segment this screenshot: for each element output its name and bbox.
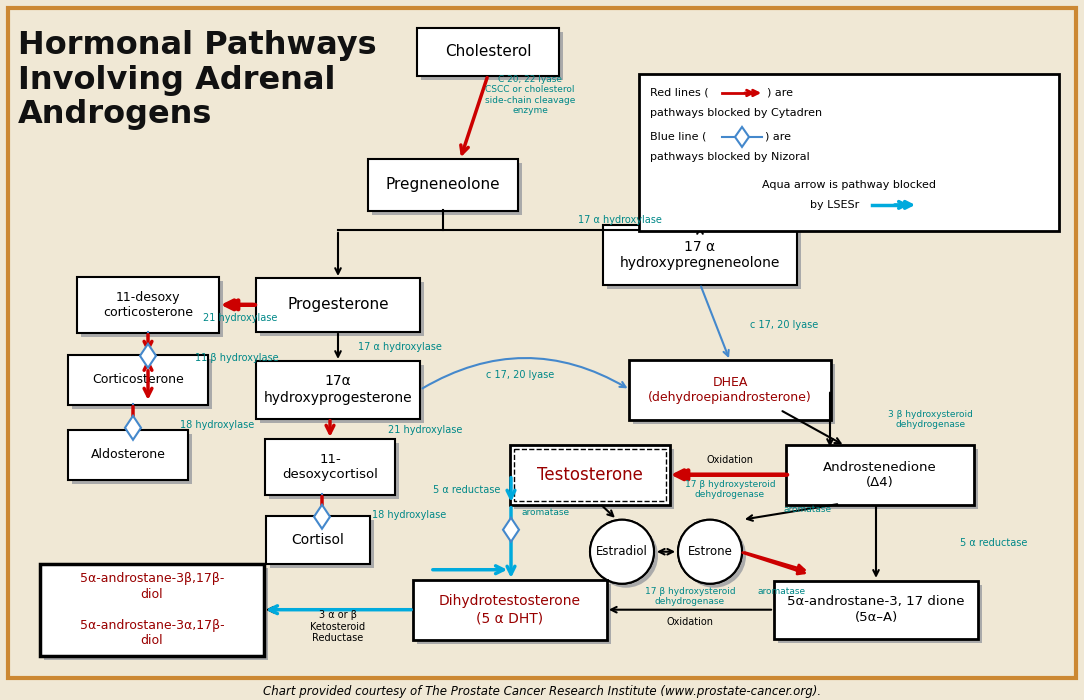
FancyBboxPatch shape: [72, 359, 212, 409]
Text: 3 α or β
Ketosteroid
Reductase: 3 α or β Ketosteroid Reductase: [310, 610, 365, 643]
Text: Pregneneolone: Pregneneolone: [386, 177, 501, 192]
FancyBboxPatch shape: [260, 365, 424, 423]
Text: 17 α
hydroxypregneneolone: 17 α hydroxypregneneolone: [620, 239, 780, 270]
FancyBboxPatch shape: [514, 449, 674, 509]
Polygon shape: [140, 344, 156, 368]
Text: Oxidation: Oxidation: [707, 455, 753, 465]
Polygon shape: [314, 505, 330, 528]
Text: Hormonal Pathways
Involving Adrenal
Androgens: Hormonal Pathways Involving Adrenal Andr…: [18, 30, 376, 130]
FancyBboxPatch shape: [68, 355, 208, 405]
FancyBboxPatch shape: [372, 163, 522, 215]
FancyBboxPatch shape: [81, 281, 223, 337]
FancyBboxPatch shape: [367, 159, 518, 211]
Text: Androstenedione
(Δ4): Androstenedione (Δ4): [823, 461, 937, 489]
FancyBboxPatch shape: [266, 516, 370, 564]
Text: 5α-androstane-3β,17β-
diol

5α-androstane-3α,17β-
diol: 5α-androstane-3β,17β- diol 5α-androstane…: [80, 572, 224, 648]
FancyBboxPatch shape: [8, 8, 1076, 678]
Text: 17 α hydroxylase: 17 α hydroxylase: [358, 342, 442, 352]
Text: 11 β hydroxylase: 11 β hydroxylase: [195, 353, 279, 363]
FancyBboxPatch shape: [421, 32, 563, 80]
Text: Aldosterone: Aldosterone: [91, 448, 166, 461]
FancyBboxPatch shape: [264, 439, 395, 495]
FancyBboxPatch shape: [790, 449, 978, 509]
Text: 5α-androstane-3, 17 dione
(5α–A): 5α-androstane-3, 17 dione (5α–A): [787, 596, 965, 624]
Text: 3 β hydroxysteroid
dehydrogenase: 3 β hydroxysteroid dehydrogenase: [888, 410, 973, 430]
Text: aromatase: aromatase: [521, 508, 570, 517]
Text: 17 α hydroxylase: 17 α hydroxylase: [578, 215, 662, 225]
Text: 18 hydroxylase: 18 hydroxylase: [372, 510, 447, 519]
FancyBboxPatch shape: [638, 74, 1059, 231]
Text: Cholesterol: Cholesterol: [444, 45, 531, 60]
FancyBboxPatch shape: [417, 584, 611, 644]
Circle shape: [678, 519, 743, 584]
Text: Estradiol: Estradiol: [596, 545, 648, 558]
Text: 17α
hydroxyprogesterone: 17α hydroxyprogesterone: [263, 374, 412, 405]
FancyBboxPatch shape: [629, 360, 831, 420]
Text: 11-
desoxycortisol: 11- desoxycortisol: [282, 452, 378, 481]
FancyBboxPatch shape: [270, 519, 374, 568]
FancyBboxPatch shape: [68, 430, 188, 480]
Text: pathways blocked by Nizoral: pathways blocked by Nizoral: [650, 152, 810, 162]
Text: 21 hydroxylase: 21 hydroxylase: [203, 313, 278, 323]
Text: aromatase: aromatase: [784, 505, 833, 514]
Circle shape: [682, 524, 746, 588]
Text: aromatase: aromatase: [758, 587, 806, 596]
FancyBboxPatch shape: [256, 360, 420, 419]
Polygon shape: [125, 416, 141, 440]
Text: c 17, 20 lyase: c 17, 20 lyase: [486, 370, 554, 380]
Circle shape: [594, 524, 658, 588]
Text: 18 hydroxylase: 18 hydroxylase: [180, 420, 255, 430]
FancyBboxPatch shape: [77, 277, 219, 332]
Text: 5 α reductase: 5 α reductase: [960, 538, 1028, 547]
FancyBboxPatch shape: [260, 282, 424, 336]
Text: 5 α reductase: 5 α reductase: [434, 485, 501, 495]
Text: 17 β hydroxysteroid
dehydrogenase: 17 β hydroxysteroid dehydrogenase: [685, 480, 775, 500]
Circle shape: [678, 519, 743, 584]
Text: c 17, 20 lyase: c 17, 20 lyase: [750, 320, 818, 330]
Text: ) are: ) are: [767, 88, 793, 98]
Text: DHEA
(dehydroepiandrosterone): DHEA (dehydroepiandrosterone): [648, 376, 812, 404]
Text: Testosterone: Testosterone: [537, 466, 643, 484]
Text: Oxidation: Oxidation: [667, 617, 713, 626]
Text: Estrone: Estrone: [687, 545, 733, 558]
FancyBboxPatch shape: [413, 580, 607, 640]
Text: Blue line (: Blue line (: [650, 132, 707, 142]
Text: Aqua arrow is pathway blocked: Aqua arrow is pathway blocked: [762, 180, 935, 190]
FancyBboxPatch shape: [774, 581, 978, 638]
Text: C 20, 22 lyase
CSCC or cholesterol
side-chain cleavage
enzyme: C 20, 22 lyase CSCC or cholesterol side-…: [485, 75, 576, 115]
FancyBboxPatch shape: [417, 28, 559, 76]
FancyBboxPatch shape: [786, 444, 975, 505]
FancyBboxPatch shape: [607, 229, 801, 289]
Text: 11-desoxy
corticosterone: 11-desoxy corticosterone: [103, 290, 193, 319]
FancyBboxPatch shape: [256, 278, 420, 332]
Polygon shape: [735, 127, 749, 147]
FancyBboxPatch shape: [40, 564, 264, 656]
Text: 17 β hydroxysteroid
dehydrogenase: 17 β hydroxysteroid dehydrogenase: [645, 587, 735, 606]
Circle shape: [590, 519, 654, 584]
Text: Chart provided courtesy of The Prostate Cancer Research Institute (www.prostate-: Chart provided courtesy of The Prostate …: [263, 685, 821, 698]
Text: ) are: ) are: [765, 132, 791, 142]
Circle shape: [590, 519, 654, 584]
Text: Dihydrotestosterone
(5 α DHT): Dihydrotestosterone (5 α DHT): [439, 594, 581, 625]
FancyBboxPatch shape: [633, 364, 835, 424]
FancyBboxPatch shape: [603, 225, 797, 285]
FancyBboxPatch shape: [44, 568, 268, 659]
Text: Cortisol: Cortisol: [292, 533, 345, 547]
FancyBboxPatch shape: [269, 443, 399, 499]
Text: by LSESr: by LSESr: [810, 200, 866, 210]
Text: pathways blocked by Cytadren: pathways blocked by Cytadren: [650, 108, 822, 118]
Text: Red lines (: Red lines (: [650, 88, 709, 98]
FancyBboxPatch shape: [778, 584, 982, 643]
Text: 21 hydroxylase: 21 hydroxylase: [388, 425, 463, 435]
Polygon shape: [503, 518, 519, 542]
Text: Corticosterone: Corticosterone: [92, 373, 184, 386]
FancyBboxPatch shape: [72, 434, 192, 484]
Text: Progesterone: Progesterone: [287, 298, 389, 312]
FancyBboxPatch shape: [509, 444, 670, 505]
